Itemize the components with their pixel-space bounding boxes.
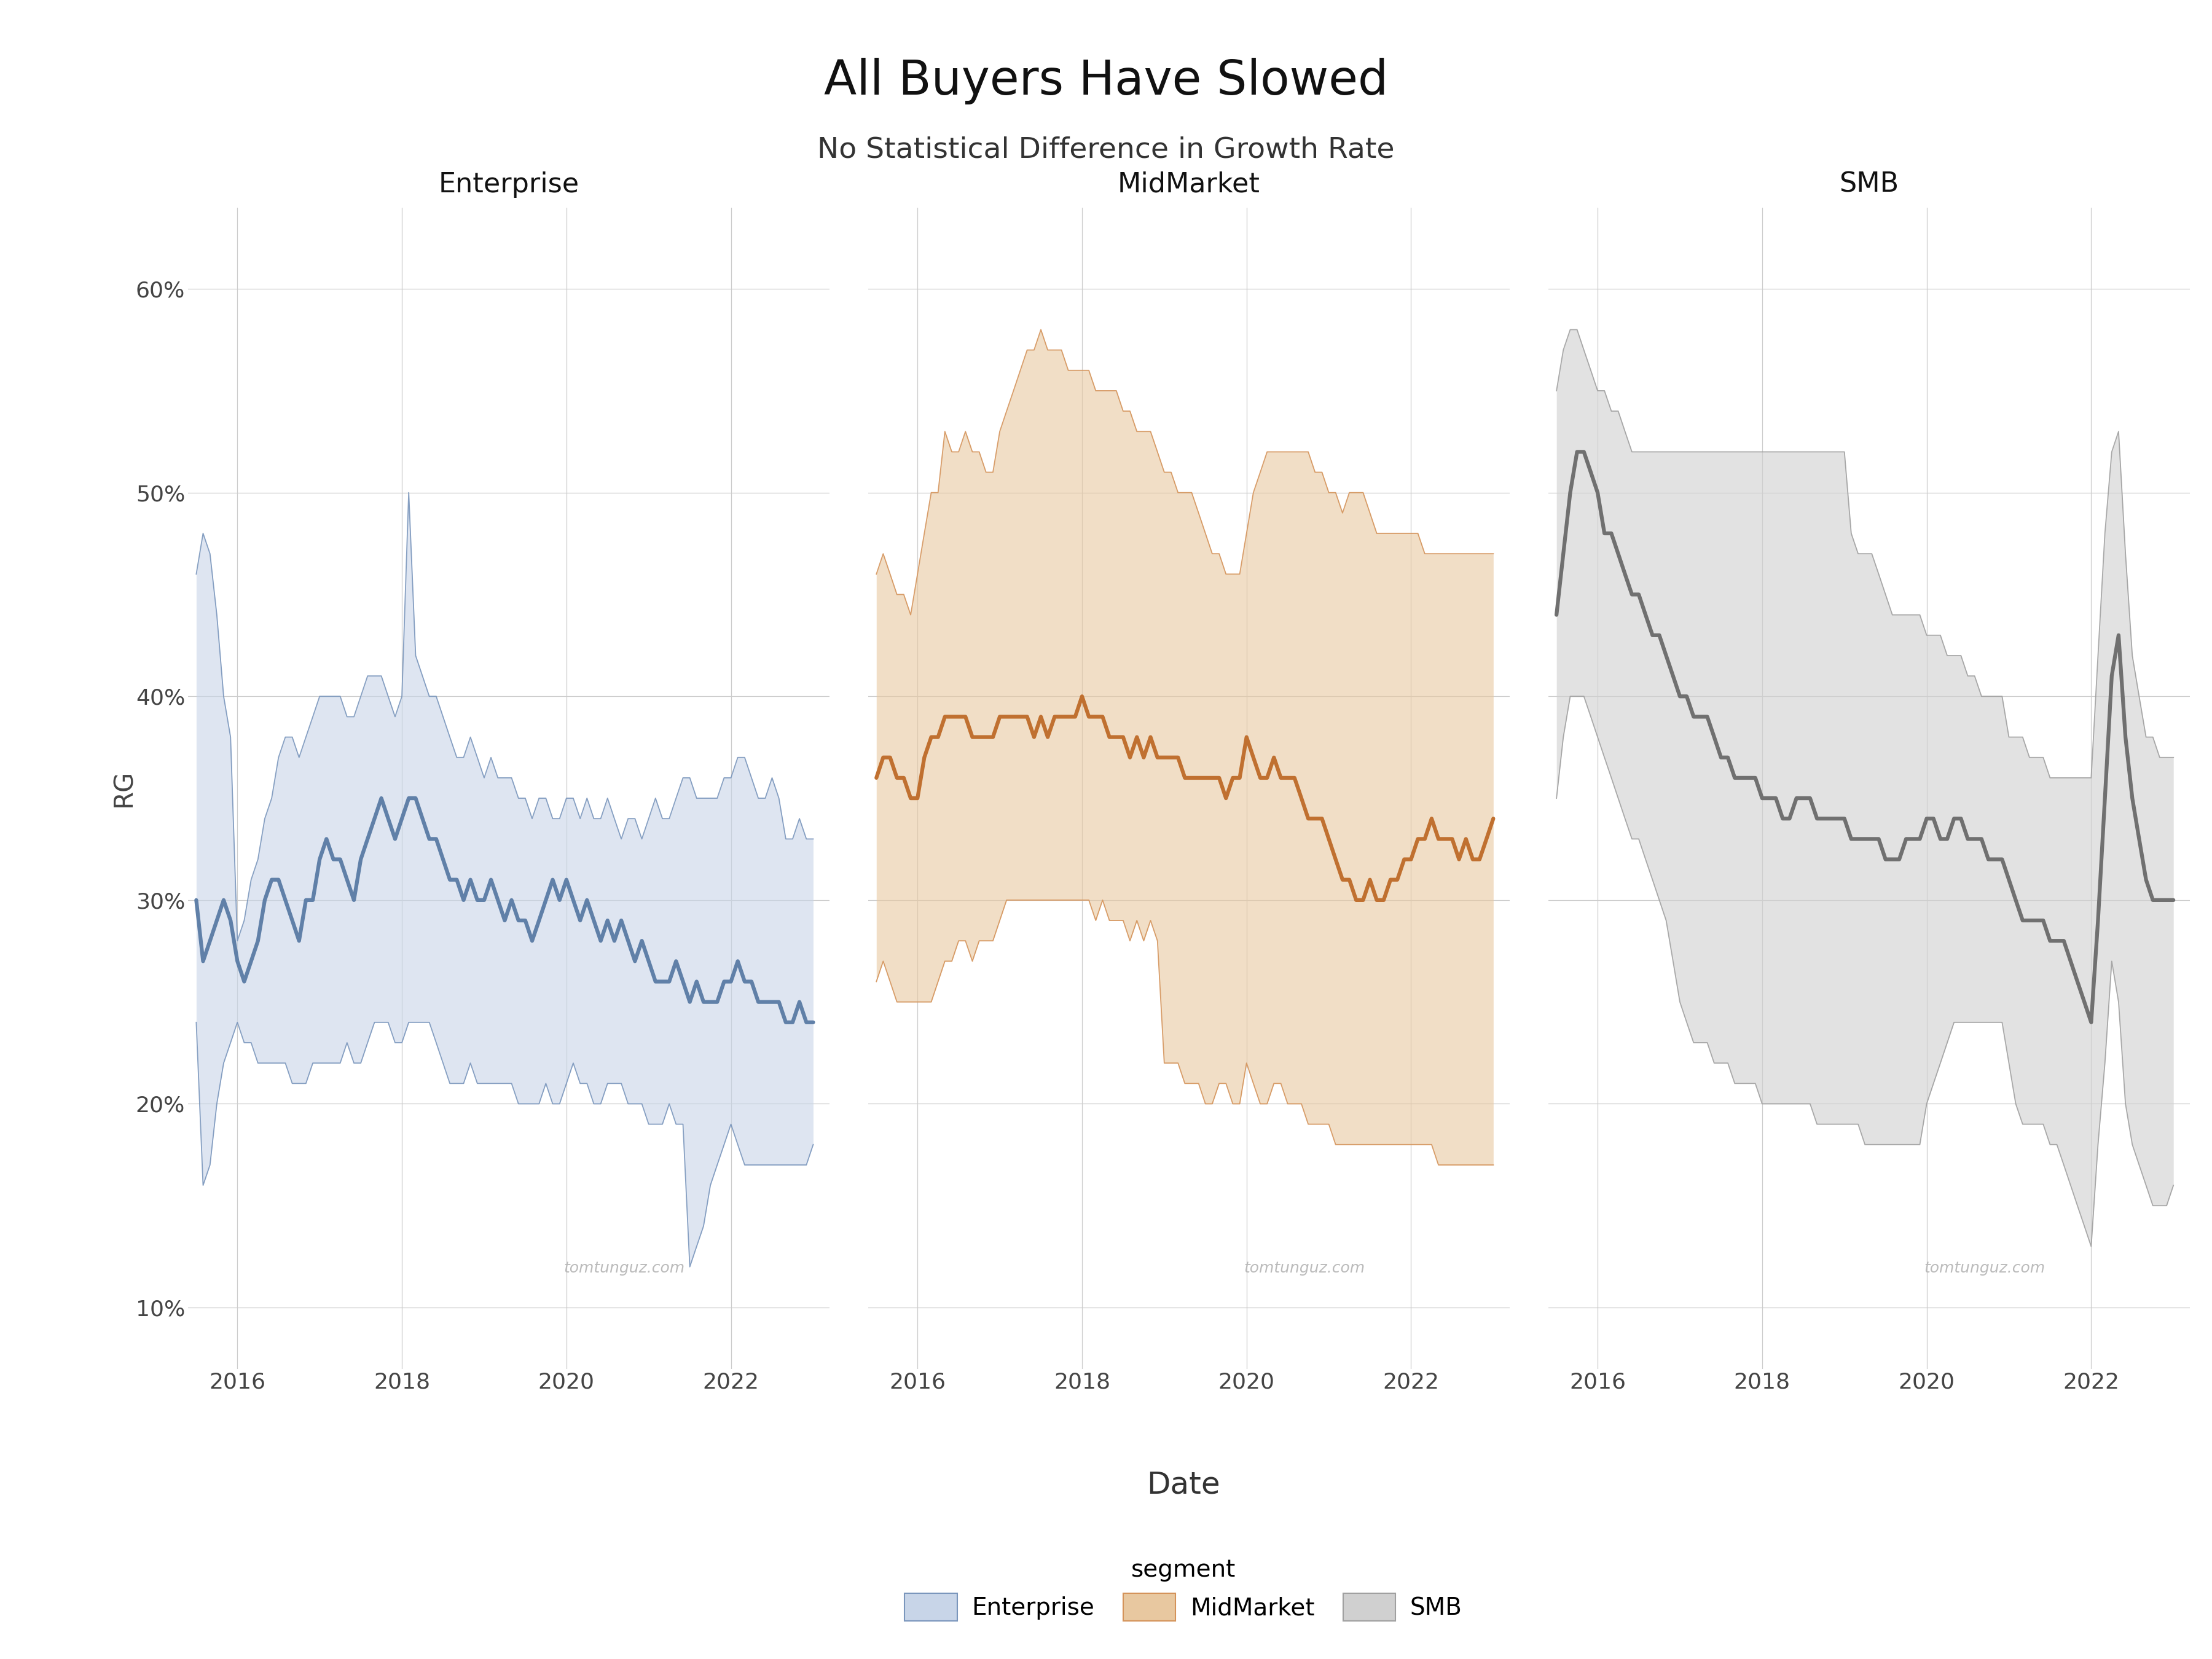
Text: tomtunguz.com: tomtunguz.com: [1243, 1261, 1365, 1276]
Text: tomtunguz.com: tomtunguz.com: [564, 1261, 686, 1276]
Y-axis label: RG: RG: [111, 770, 137, 806]
Text: tomtunguz.com: tomtunguz.com: [1924, 1261, 2046, 1276]
Title: MidMarket: MidMarket: [1117, 171, 1261, 197]
Legend: Enterprise, MidMarket, SMB: Enterprise, MidMarket, SMB: [896, 1548, 1471, 1631]
Text: All Buyers Have Slowed: All Buyers Have Slowed: [823, 58, 1389, 105]
Title: Enterprise: Enterprise: [438, 171, 580, 197]
Text: Date: Date: [1146, 1470, 1221, 1500]
Text: No Statistical Difference in Growth Rate: No Statistical Difference in Growth Rate: [818, 136, 1394, 164]
Title: SMB: SMB: [1838, 171, 1898, 197]
